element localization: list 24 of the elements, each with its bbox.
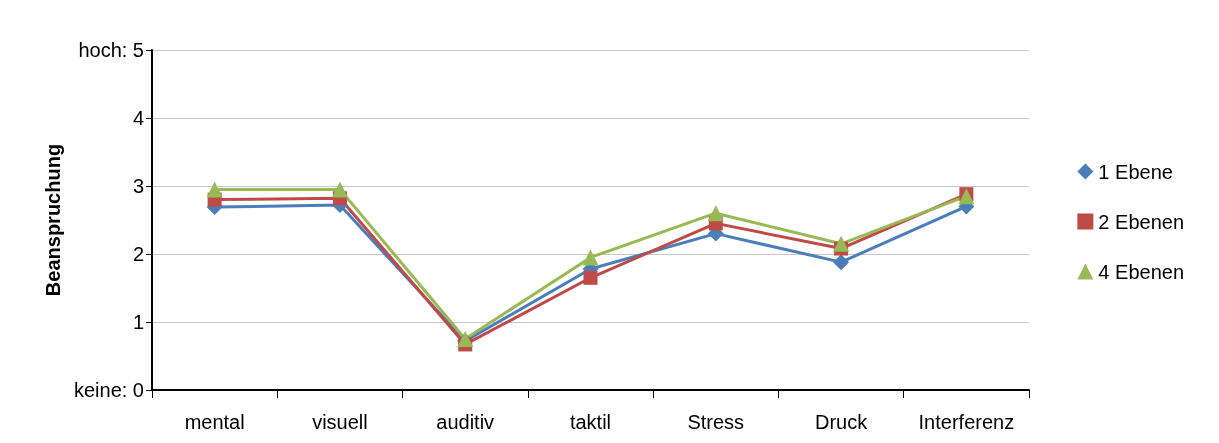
x-tick-label: Druck [814,411,869,433]
legend-label: 2 Ebenen [1098,210,1185,233]
y-tick-label: 3 [132,175,144,197]
y-tick-label: 1 [132,311,144,333]
y-axis-title: Beanspruchung [42,143,65,297]
point [707,205,724,222]
point [582,249,599,266]
y-tick-label: 4 [132,107,144,129]
x-tick-label: Interferenz [918,411,1015,433]
y-tick-label: hoch: 5 [78,39,144,61]
point [583,270,598,285]
x-tick-label: visuell [312,411,368,433]
legend-label: 1 Ebene [1098,160,1173,183]
legend-label: 4 Ebenen [1098,260,1185,283]
point [206,181,223,198]
x-tick-label: taktil [569,411,612,433]
x-tick-label: auditiv [436,411,495,433]
x-tick-label: mental [184,411,245,433]
x-tick-label: Stress [687,411,745,433]
point [331,181,348,198]
point [833,254,850,271]
point [833,235,850,252]
y-tick-label: keine: 0 [73,379,144,401]
y-tick-label: 2 [132,243,144,265]
